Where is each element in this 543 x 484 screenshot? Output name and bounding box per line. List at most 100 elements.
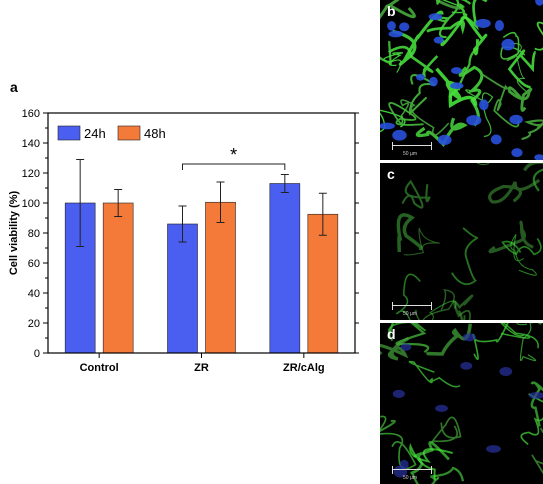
scale-bar-b xyxy=(392,142,432,150)
cell-filament xyxy=(435,0,461,10)
cell-nucleus xyxy=(479,99,489,111)
cell-filament xyxy=(380,336,410,361)
micrograph-b-image xyxy=(380,0,543,160)
cell-nucleus xyxy=(475,18,491,29)
cell-filament xyxy=(530,381,543,427)
cell-filament xyxy=(380,40,392,65)
cell-nucleus xyxy=(535,0,543,6)
cell-filament xyxy=(488,178,541,204)
cell-filament xyxy=(458,65,484,127)
cell-nucleus xyxy=(460,362,473,370)
cell-filament xyxy=(500,323,539,349)
cell-filament xyxy=(440,12,488,56)
cell-nucleus xyxy=(494,20,504,32)
cell-filament xyxy=(380,300,457,320)
plot-frame xyxy=(47,112,356,354)
bar-48h-Control xyxy=(102,202,134,354)
bar-48h-ZR/cAlg xyxy=(307,213,339,354)
cell-nucleus xyxy=(387,21,396,31)
cell-filament xyxy=(410,441,450,475)
significance-star: * xyxy=(230,145,237,165)
bar-24h-ZR/cAlg xyxy=(269,183,301,354)
x-tick-label: ZR xyxy=(194,362,209,374)
cell-nucleus xyxy=(392,129,407,141)
cell-filament xyxy=(521,119,543,141)
cell-nucleus xyxy=(392,389,405,398)
y-tick-label: 60 xyxy=(28,258,40,270)
cell-filament xyxy=(396,213,423,253)
cell-filament xyxy=(380,415,417,470)
cell-filament xyxy=(510,234,537,276)
cell-filament xyxy=(488,220,534,254)
cell-filament xyxy=(383,52,404,73)
scale-label-b: 50 µm xyxy=(403,151,417,157)
cell-filament xyxy=(476,163,490,166)
cell-filament xyxy=(472,323,509,360)
cell-filament xyxy=(414,289,455,320)
cell-filament xyxy=(403,227,440,256)
panel-label-c: c xyxy=(387,166,395,182)
cell-nucleus xyxy=(462,333,476,342)
cell-nucleus xyxy=(399,22,410,32)
cell-filament xyxy=(409,442,453,481)
cell-filament xyxy=(426,0,488,35)
cell-nucleus xyxy=(393,465,408,478)
cell-nucleus xyxy=(528,391,543,399)
cell-filament xyxy=(507,86,533,112)
microscopy-panel-d: d 50 µm xyxy=(380,323,543,484)
microscopy-panel-c: c 50 µm xyxy=(380,163,543,320)
legend-label-24h: 24h xyxy=(84,126,106,141)
scale-label-c: 50 µm xyxy=(403,311,417,317)
cell-nucleus xyxy=(435,404,448,412)
panel-label-b: b xyxy=(387,3,396,19)
cell-nucleus xyxy=(450,67,462,74)
legend-swatch-48h xyxy=(117,125,141,141)
cell-filament xyxy=(450,227,479,286)
cell-filament xyxy=(507,49,537,89)
cell-filament xyxy=(388,101,424,126)
legend-label-48h: 48h xyxy=(144,126,166,141)
cell-nucleus xyxy=(466,115,482,126)
cell-nucleus xyxy=(534,154,543,160)
cell-nucleus xyxy=(437,134,452,146)
bar-48h-ZR xyxy=(205,201,236,354)
scale-bar-d xyxy=(392,466,432,474)
microscopy-panel-b: b 50 µm xyxy=(380,0,543,160)
cell-filament xyxy=(516,323,537,362)
cell-nucleus xyxy=(490,134,502,145)
micrograph-d-image xyxy=(380,323,543,484)
y-tick-label: 160 xyxy=(22,108,40,120)
cell-filament xyxy=(387,45,439,78)
cell-filament xyxy=(380,419,396,433)
panel-label-a: a xyxy=(10,79,18,95)
cell-filament xyxy=(387,323,426,342)
cell-nucleus xyxy=(429,76,438,87)
cell-filament xyxy=(531,427,543,475)
bar-24h-ZR xyxy=(167,223,198,354)
y-tick-label: 140 xyxy=(22,138,40,150)
y-tick-label: 120 xyxy=(22,168,40,180)
scale-label-d: 50 µm xyxy=(403,475,417,481)
cell-filament xyxy=(431,416,462,443)
cell-filament xyxy=(380,0,416,20)
cell-nucleus xyxy=(416,73,425,81)
cell-filament xyxy=(480,72,520,128)
cell-filament xyxy=(465,89,494,138)
panel-label-d: d xyxy=(387,326,396,342)
cell-nucleus xyxy=(486,445,501,453)
cell-filament xyxy=(532,168,543,192)
y-tick-label: 0 xyxy=(34,348,40,360)
cell-nucleus xyxy=(400,343,412,351)
cell-filament xyxy=(426,323,472,356)
cell-filament xyxy=(400,99,450,137)
y-tick-label: 80 xyxy=(28,228,40,240)
cell-nucleus xyxy=(501,38,515,51)
cell-nucleus xyxy=(388,30,403,38)
cell-nucleus xyxy=(428,13,443,21)
cell-nucleus xyxy=(509,114,523,125)
x-tick-label: ZR/cAlg xyxy=(283,362,325,374)
cell-nucleus xyxy=(511,148,523,158)
cell-filament xyxy=(411,466,465,484)
y-axis-label: Cell viability (%) xyxy=(8,190,20,275)
y-tick-label: 20 xyxy=(28,318,40,330)
